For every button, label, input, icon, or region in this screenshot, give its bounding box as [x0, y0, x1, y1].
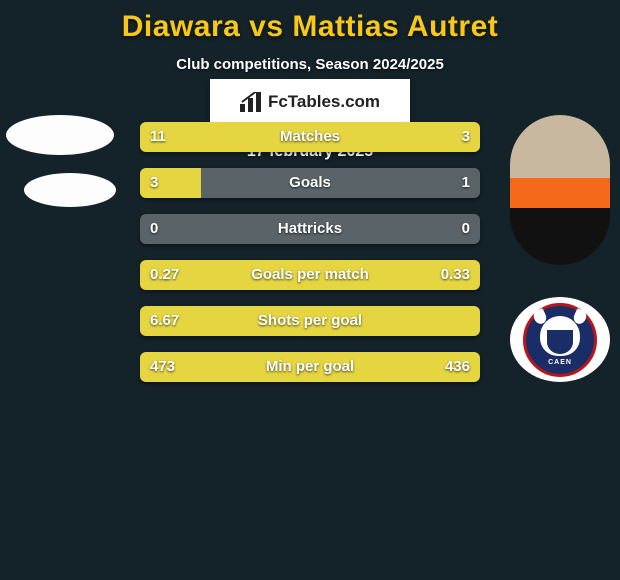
stat-row: 0.27Goals per match0.33 [140, 260, 480, 290]
stat-row: 11Matches3 [140, 122, 480, 152]
player-left-column [0, 115, 120, 207]
branding-text: FcTables.com [268, 92, 380, 112]
player-left-crest-placeholder [24, 173, 116, 207]
player-right-crest: CAEN [510, 297, 610, 382]
viking-icon [540, 316, 580, 356]
stat-row: 3Goals1 [140, 168, 480, 198]
page-title: Diawara vs Mattias Autret [0, 0, 620, 44]
stat-row: 473Min per goal436 [140, 352, 480, 382]
branding-badge[interactable]: FcTables.com [210, 79, 410, 125]
stat-segment-left [140, 122, 405, 152]
stat-row: 0Hattricks0 [140, 214, 480, 244]
subtitle: Club competitions, Season 2024/2025 [0, 56, 620, 73]
crest-label: CAEN [548, 359, 572, 366]
stat-row: 6.67Shots per goal [140, 306, 480, 336]
fctables-icon [240, 92, 262, 112]
player-left-avatar [6, 115, 114, 155]
player-right-column: CAEN [500, 115, 620, 382]
stats-block: 11Matches3 3Goals1 0Hattricks0 0.27Goals pe… [140, 122, 480, 398]
player-right-avatar [510, 115, 610, 265]
stat-segment-left [140, 168, 201, 198]
stat-segment-right [405, 122, 480, 152]
